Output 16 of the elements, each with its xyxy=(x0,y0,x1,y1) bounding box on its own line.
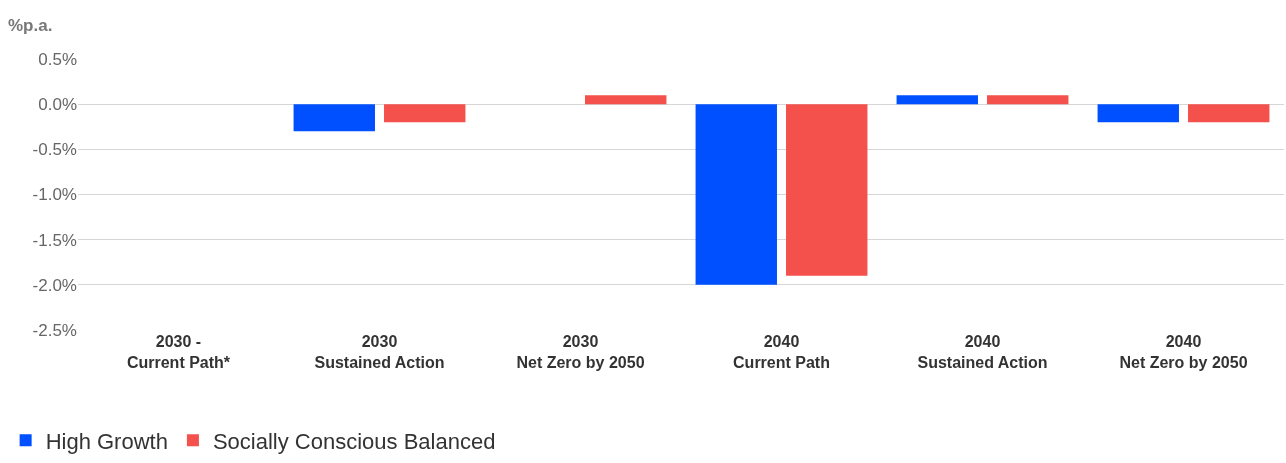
y-tick-label: 0.0% xyxy=(38,95,77,115)
legend-label: Socially Conscious Balanced xyxy=(212,428,496,454)
y-tick-label: -2.5% xyxy=(32,320,77,340)
x-tick-label: 2040 Current Path xyxy=(733,333,830,371)
legend-label: High Growth xyxy=(45,428,168,454)
y-tick-label: -1.5% xyxy=(32,230,77,250)
y-tick-label: 0.5% xyxy=(38,49,77,69)
x-tick-label: 2040 Sustained Action xyxy=(917,333,1048,371)
y-axis-title: %p.a. xyxy=(8,16,53,35)
y-tick-label: -0.5% xyxy=(32,140,77,160)
x-tick-label: 2040 Net Zero by 2050 xyxy=(1119,333,1248,371)
x-tick-label: 2030 Net Zero by 2050 xyxy=(516,333,645,371)
x-tick-label: 2030 - Current Path* xyxy=(126,333,231,371)
y-tick-label: -1.0% xyxy=(32,185,77,205)
y-tick-label: -2.0% xyxy=(32,275,77,295)
x-tick-label: 2030 Sustained Action xyxy=(314,333,445,371)
